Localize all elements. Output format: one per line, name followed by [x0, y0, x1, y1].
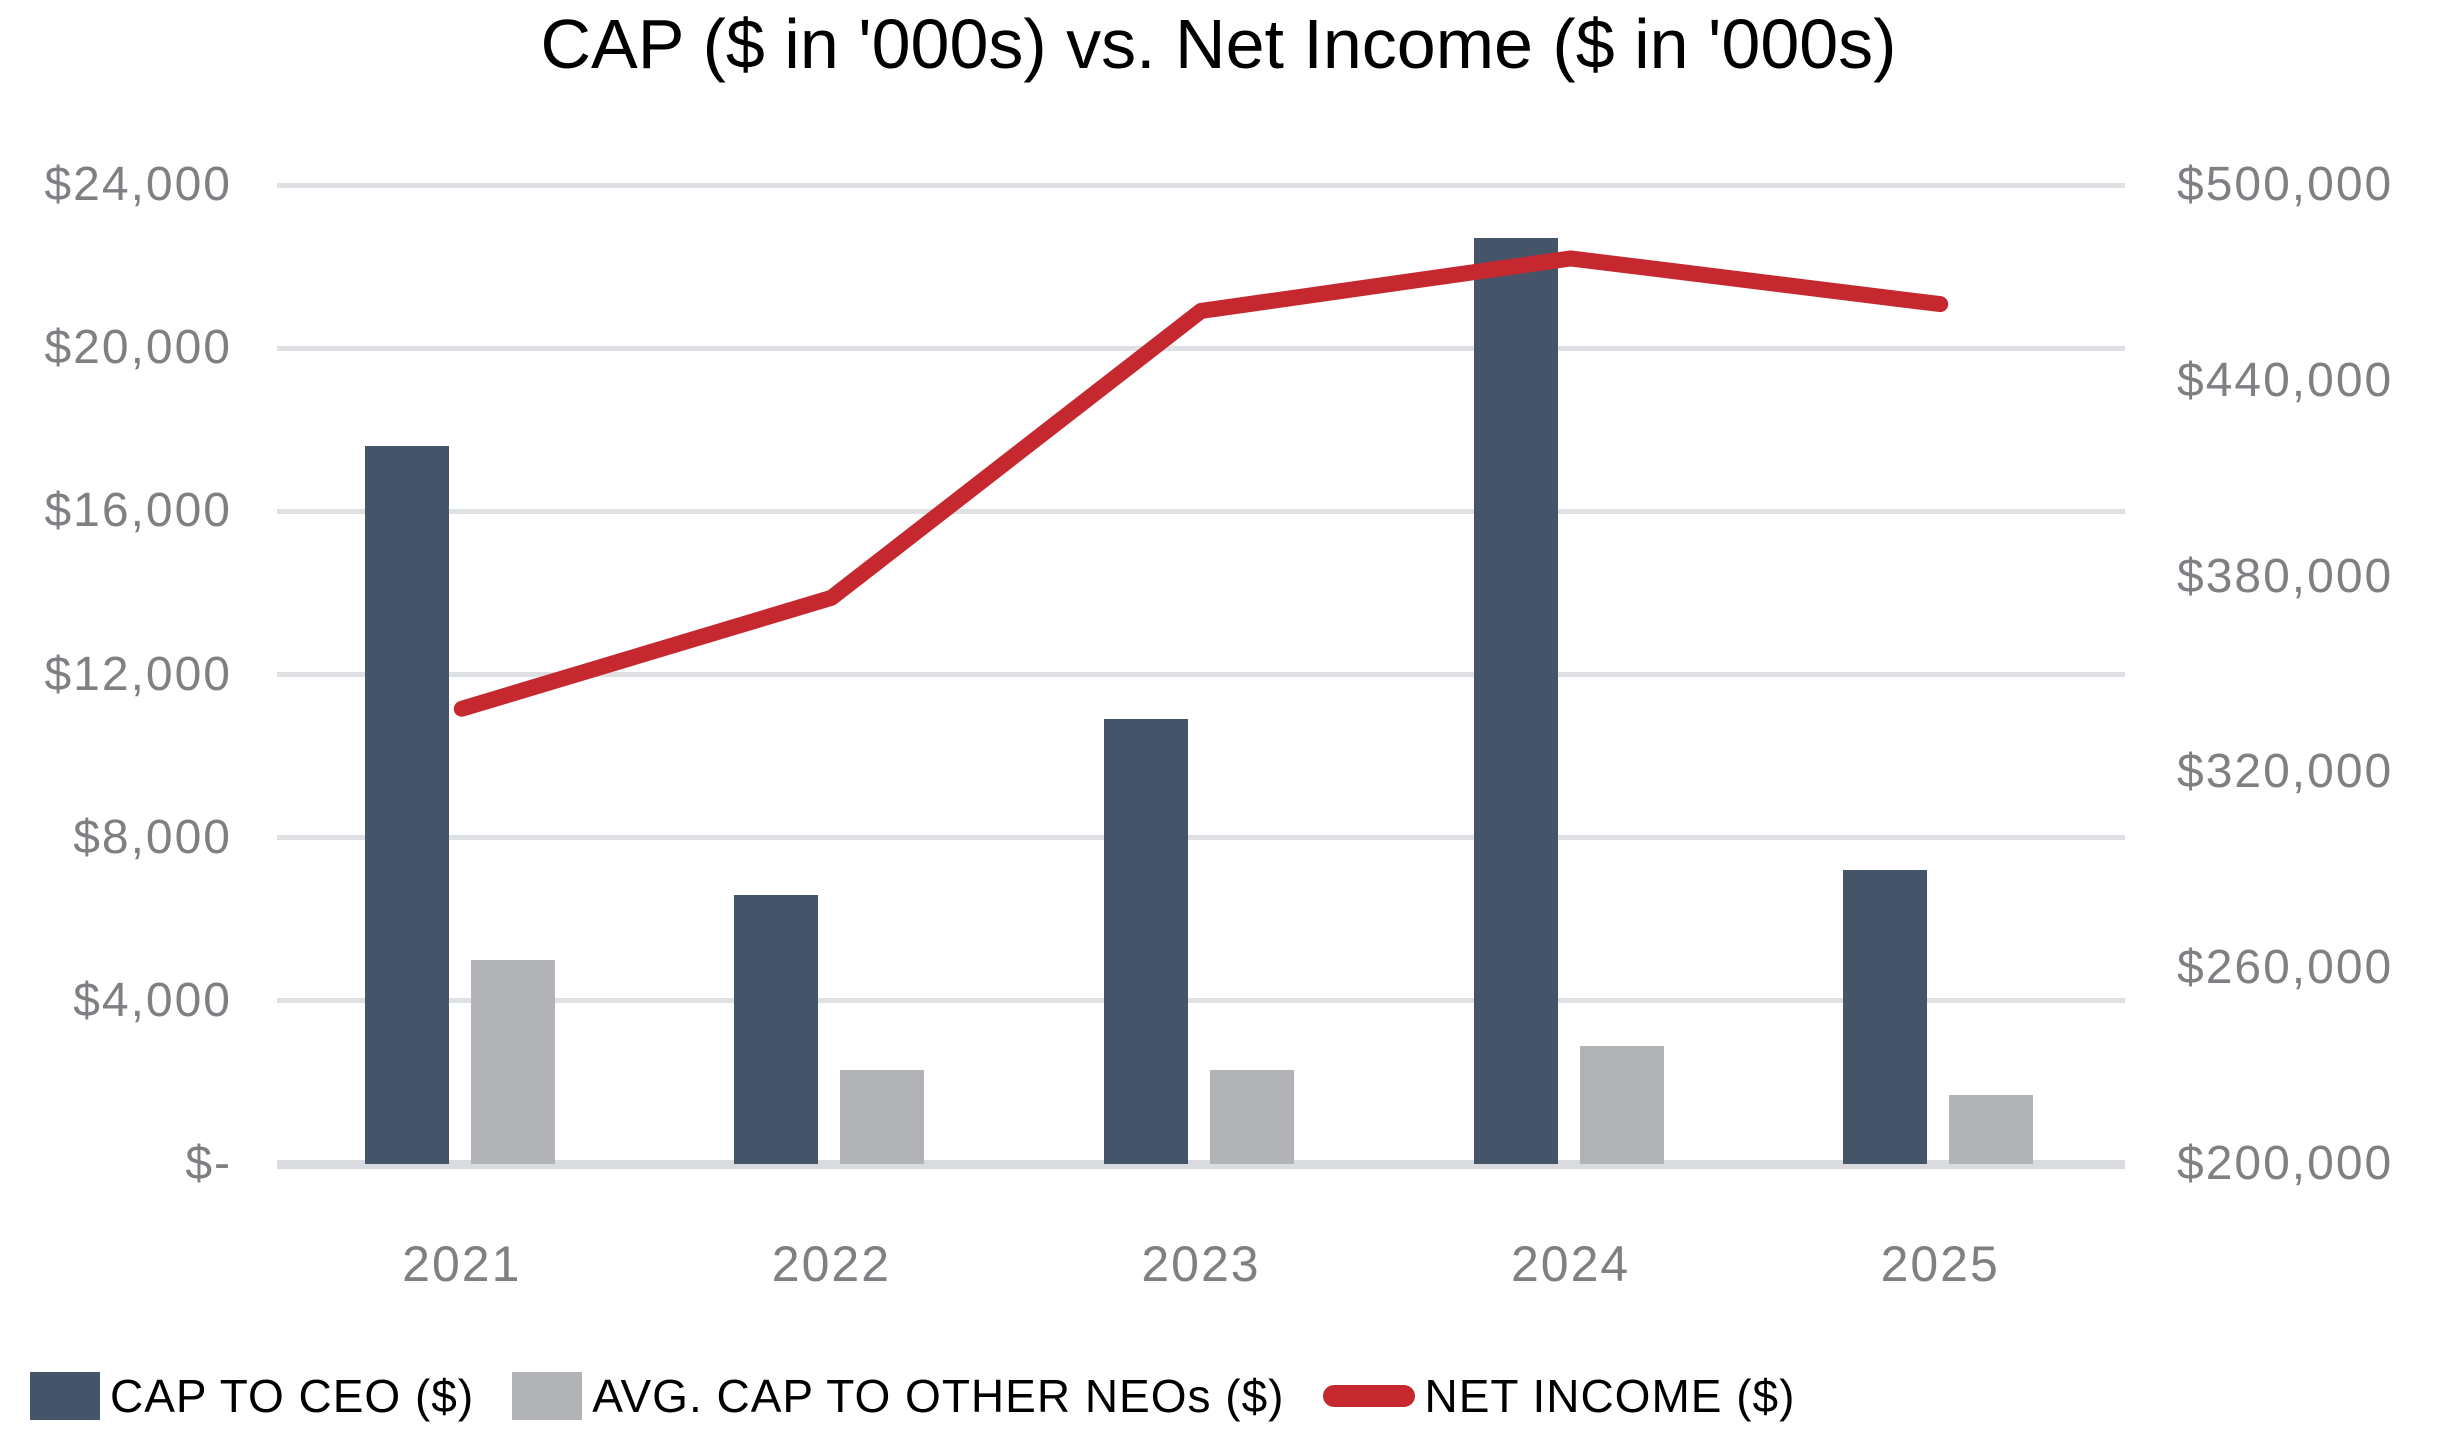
- left-axis-tick-label: $-: [185, 1137, 232, 1190]
- legend-label: CAP TO CEO ($): [110, 1370, 475, 1422]
- bar-cap-to-ceo-2023: [1104, 719, 1188, 1164]
- gridline: [277, 835, 2125, 841]
- x-axis-label-2025: 2025: [1880, 1236, 2000, 1292]
- legend: CAP TO CEO ($) AVG. CAP TO OTHER NEOs ($)…: [30, 1364, 1795, 1428]
- bar-avg-cap-to-other-neos-2021: [470, 960, 555, 1164]
- bar-avg-cap-to-other-neos-2022: [840, 1070, 925, 1164]
- bar-cap-to-ceo-2024: [1473, 238, 1558, 1164]
- left-axis-tick-label: $16,000: [44, 484, 232, 538]
- x-axis-label-2024: 2024: [1510, 1236, 1631, 1292]
- legend-label: AVG. CAP TO OTHER NEOs ($): [592, 1370, 1285, 1422]
- legend-square-swatch: [512, 1372, 583, 1420]
- x-axis-label-2022: 2022: [771, 1236, 891, 1292]
- x-axis-label-2021: 2021: [402, 1236, 522, 1292]
- right-axis-tick-label: $320,000: [2177, 745, 2394, 799]
- line-net-income: [453, 250, 1949, 717]
- bar-cap-to-ceo-2025: [1843, 870, 1928, 1164]
- legend-item-avg-cap-to-other-neos: AVG. CAP TO OTHER NEOs ($): [512, 1364, 1284, 1428]
- left-axis-tick-label: $20,000: [44, 321, 232, 375]
- right-axis-tick-label: $200,000: [2177, 1137, 2394, 1190]
- gridline: [277, 672, 2125, 677]
- gridline: [277, 998, 2125, 1004]
- legend-item-cap-to-ceo: CAP TO CEO ($): [30, 1364, 474, 1428]
- left-axis-tick-label: $12,000: [44, 647, 232, 701]
- bar-cap-to-ceo-2021: [364, 446, 449, 1164]
- legend-label: NET INCOME ($): [1424, 1370, 1796, 1422]
- right-axis-tick-label: $500,000: [2177, 158, 2394, 211]
- x-axis-label-2023: 2023: [1141, 1236, 1261, 1292]
- right-axis-tick-label: $380,000: [2177, 549, 2394, 603]
- left-axis-tick-label: $8,000: [73, 810, 232, 864]
- legend-item-net-income: NET INCOME ($): [1322, 1364, 1796, 1428]
- left-axis-tick-label: $24,000: [44, 158, 232, 211]
- x-axis-line: [277, 1159, 2125, 1169]
- legend-line-swatch: [1322, 1385, 1415, 1407]
- gridline: [277, 182, 2125, 188]
- gridline: [277, 345, 2125, 351]
- bar-avg-cap-to-other-neos-2023: [1210, 1070, 1294, 1164]
- bar-cap-to-ceo-2022: [734, 894, 819, 1164]
- chart-title: CAP ($ in '000s) vs. Net Income ($ in '0…: [540, 5, 1897, 83]
- legend-square-swatch: [30, 1372, 100, 1420]
- gridline: [277, 508, 2125, 514]
- left-axis-tick-label: $4,000: [73, 973, 232, 1027]
- bar-avg-cap-to-other-neos-2024: [1579, 1045, 1664, 1164]
- bar-avg-cap-to-other-neos-2025: [1949, 1094, 2034, 1164]
- right-axis-tick-label: $440,000: [2177, 353, 2394, 407]
- right-axis-tick-label: $260,000: [2177, 941, 2394, 995]
